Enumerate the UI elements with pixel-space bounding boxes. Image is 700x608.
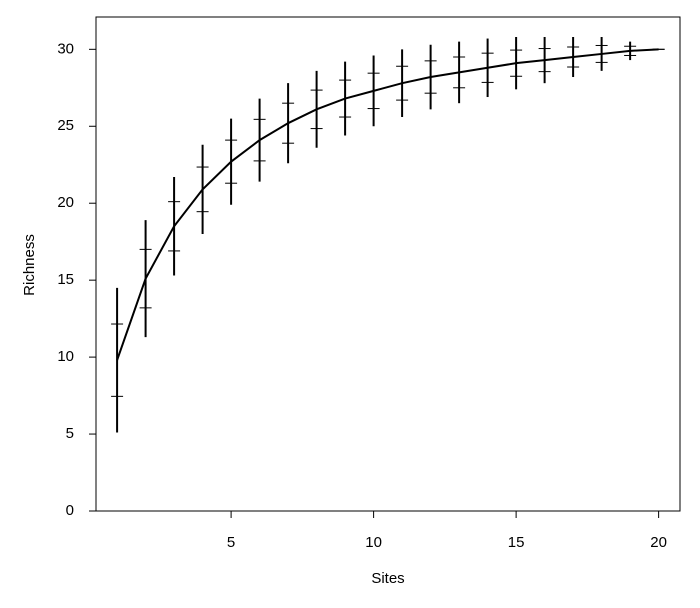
accumulation-line	[116, 48, 659, 361]
y-tick-label: 15	[57, 271, 74, 288]
y-tick-label: 0	[66, 502, 74, 519]
x-tick-label: 15	[508, 534, 525, 551]
y-axis-title: Richness	[21, 234, 38, 296]
y-tick-label: 30	[57, 40, 74, 57]
x-tick-label: 10	[365, 534, 382, 551]
y-tick-label: 20	[57, 194, 74, 211]
y-tick-label: 5	[66, 425, 74, 442]
y-tick-label: 25	[57, 117, 74, 134]
x-tick-label: 5	[227, 534, 235, 551]
y-tick-label: 10	[57, 348, 74, 365]
plot-frame	[95, 16, 681, 512]
x-axis-title: Sites	[371, 570, 404, 587]
x-tick-label: 20	[650, 534, 667, 551]
